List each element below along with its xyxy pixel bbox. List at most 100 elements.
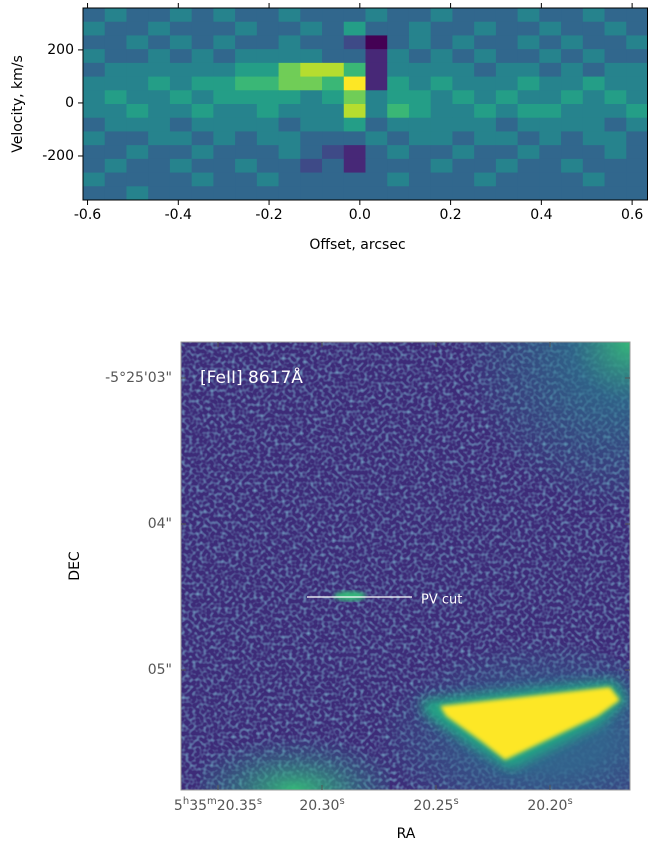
tick-label-part: 5 bbox=[174, 798, 183, 814]
heatmap-cell bbox=[366, 77, 388, 91]
heatmap-cell bbox=[626, 186, 648, 200]
heatmap-cell bbox=[496, 145, 518, 159]
heatmap-cell bbox=[322, 63, 344, 77]
heatmap-cell bbox=[626, 173, 648, 187]
heatmap-cell bbox=[83, 77, 105, 91]
heatmap-cell bbox=[366, 8, 388, 22]
x-tick-label: 20.25s bbox=[413, 796, 458, 814]
heatmap-cell bbox=[300, 8, 322, 22]
heatmap-cell bbox=[518, 145, 540, 159]
y-tick-label: -5°25'03" bbox=[105, 370, 172, 386]
x-tick-label: -0.4 bbox=[165, 207, 192, 223]
heatmap-cell bbox=[452, 145, 474, 159]
heatmap-cell bbox=[431, 145, 453, 159]
heatmap-cell bbox=[105, 90, 127, 104]
heatmap-cell bbox=[322, 118, 344, 132]
heatmap-cell bbox=[300, 145, 322, 159]
heatmap-cell bbox=[213, 186, 235, 200]
heatmap-cell bbox=[126, 131, 148, 145]
heatmap-cell bbox=[213, 159, 235, 173]
heatmap-cell bbox=[518, 77, 540, 91]
heatmap-cell bbox=[539, 118, 561, 132]
heatmap-cell bbox=[192, 159, 214, 173]
heatmap-cell bbox=[148, 131, 170, 145]
heatmap-cell bbox=[583, 35, 605, 49]
heatmap-cell bbox=[105, 118, 127, 132]
heatmap-cell bbox=[235, 49, 257, 63]
heatmap-cell bbox=[170, 104, 192, 118]
heatmap-cell bbox=[322, 145, 344, 159]
heatmap-cell bbox=[148, 22, 170, 36]
heatmap-cell bbox=[126, 8, 148, 22]
heatmap-cell bbox=[387, 8, 409, 22]
heatmap-cell bbox=[257, 159, 279, 173]
heatmap-cell bbox=[279, 22, 301, 36]
heatmap-cell bbox=[148, 104, 170, 118]
heatmap-cell bbox=[322, 173, 344, 187]
heatmap-cell bbox=[235, 22, 257, 36]
heatmap-cell bbox=[366, 118, 388, 132]
heatmap-cell bbox=[409, 173, 431, 187]
heatmap-cell bbox=[561, 77, 583, 91]
heatmap-cell bbox=[605, 145, 627, 159]
heatmap-cell bbox=[626, 35, 648, 49]
heatmap-cell bbox=[366, 63, 388, 77]
tick-label-part: s bbox=[257, 796, 262, 807]
heatmap-cell bbox=[235, 77, 257, 91]
heatmap-cell bbox=[583, 49, 605, 63]
heatmap-cell bbox=[452, 77, 474, 91]
heatmap-cell bbox=[452, 186, 474, 200]
heatmap-cell bbox=[213, 63, 235, 77]
heatmap-cell bbox=[105, 186, 127, 200]
heatmap-cell bbox=[257, 8, 279, 22]
heatmap-cell bbox=[213, 49, 235, 63]
heatmap-cell bbox=[279, 131, 301, 145]
heatmap-cell bbox=[257, 104, 279, 118]
heatmap-cell bbox=[583, 131, 605, 145]
heatmap-cell bbox=[474, 131, 496, 145]
heatmap-cell bbox=[235, 90, 257, 104]
heatmap-cell bbox=[452, 104, 474, 118]
heatmap-cell bbox=[605, 49, 627, 63]
heatmap-cell bbox=[474, 104, 496, 118]
heatmap-cell bbox=[561, 173, 583, 187]
heatmap-cell bbox=[300, 173, 322, 187]
heatmap-cell bbox=[213, 90, 235, 104]
heatmap-cell bbox=[605, 118, 627, 132]
heatmap-cell bbox=[496, 77, 518, 91]
heatmap-cell bbox=[518, 131, 540, 145]
heatmap-cell bbox=[344, 8, 366, 22]
image-title: [FeII] 8617Å bbox=[200, 366, 303, 388]
heatmap-cell bbox=[83, 49, 105, 63]
heatmap-cell bbox=[474, 8, 496, 22]
heatmap-cell bbox=[192, 8, 214, 22]
heatmap-cell bbox=[279, 8, 301, 22]
heatmap-cell bbox=[605, 159, 627, 173]
heatmap-cell bbox=[126, 159, 148, 173]
heatmap-cell bbox=[170, 159, 192, 173]
heatmap-cell bbox=[431, 63, 453, 77]
heatmap-cell bbox=[605, 35, 627, 49]
heatmap-cell bbox=[474, 49, 496, 63]
annotation: PV cut bbox=[421, 593, 462, 608]
heatmap-cell bbox=[626, 49, 648, 63]
heatmap-cell bbox=[431, 159, 453, 173]
heatmap-cell bbox=[170, 131, 192, 145]
glow bbox=[460, 342, 630, 512]
heatmap-cell bbox=[126, 118, 148, 132]
heatmap-cell bbox=[626, 145, 648, 159]
heatmap-cell bbox=[192, 35, 214, 49]
heatmap-cell bbox=[279, 186, 301, 200]
heatmap-cell bbox=[387, 131, 409, 145]
heatmap-cell bbox=[344, 22, 366, 36]
y-axis-label: Velocity, km/s bbox=[10, 55, 26, 153]
heatmap-cell bbox=[409, 77, 431, 91]
heatmap-cell bbox=[474, 186, 496, 200]
heatmap-cell bbox=[213, 77, 235, 91]
heatmap-cell bbox=[322, 8, 344, 22]
heatmap-cell bbox=[170, 186, 192, 200]
heatmap-cell bbox=[409, 8, 431, 22]
heatmap-cell bbox=[496, 118, 518, 132]
heatmap-cell bbox=[626, 104, 648, 118]
heatmap-cell bbox=[605, 173, 627, 187]
